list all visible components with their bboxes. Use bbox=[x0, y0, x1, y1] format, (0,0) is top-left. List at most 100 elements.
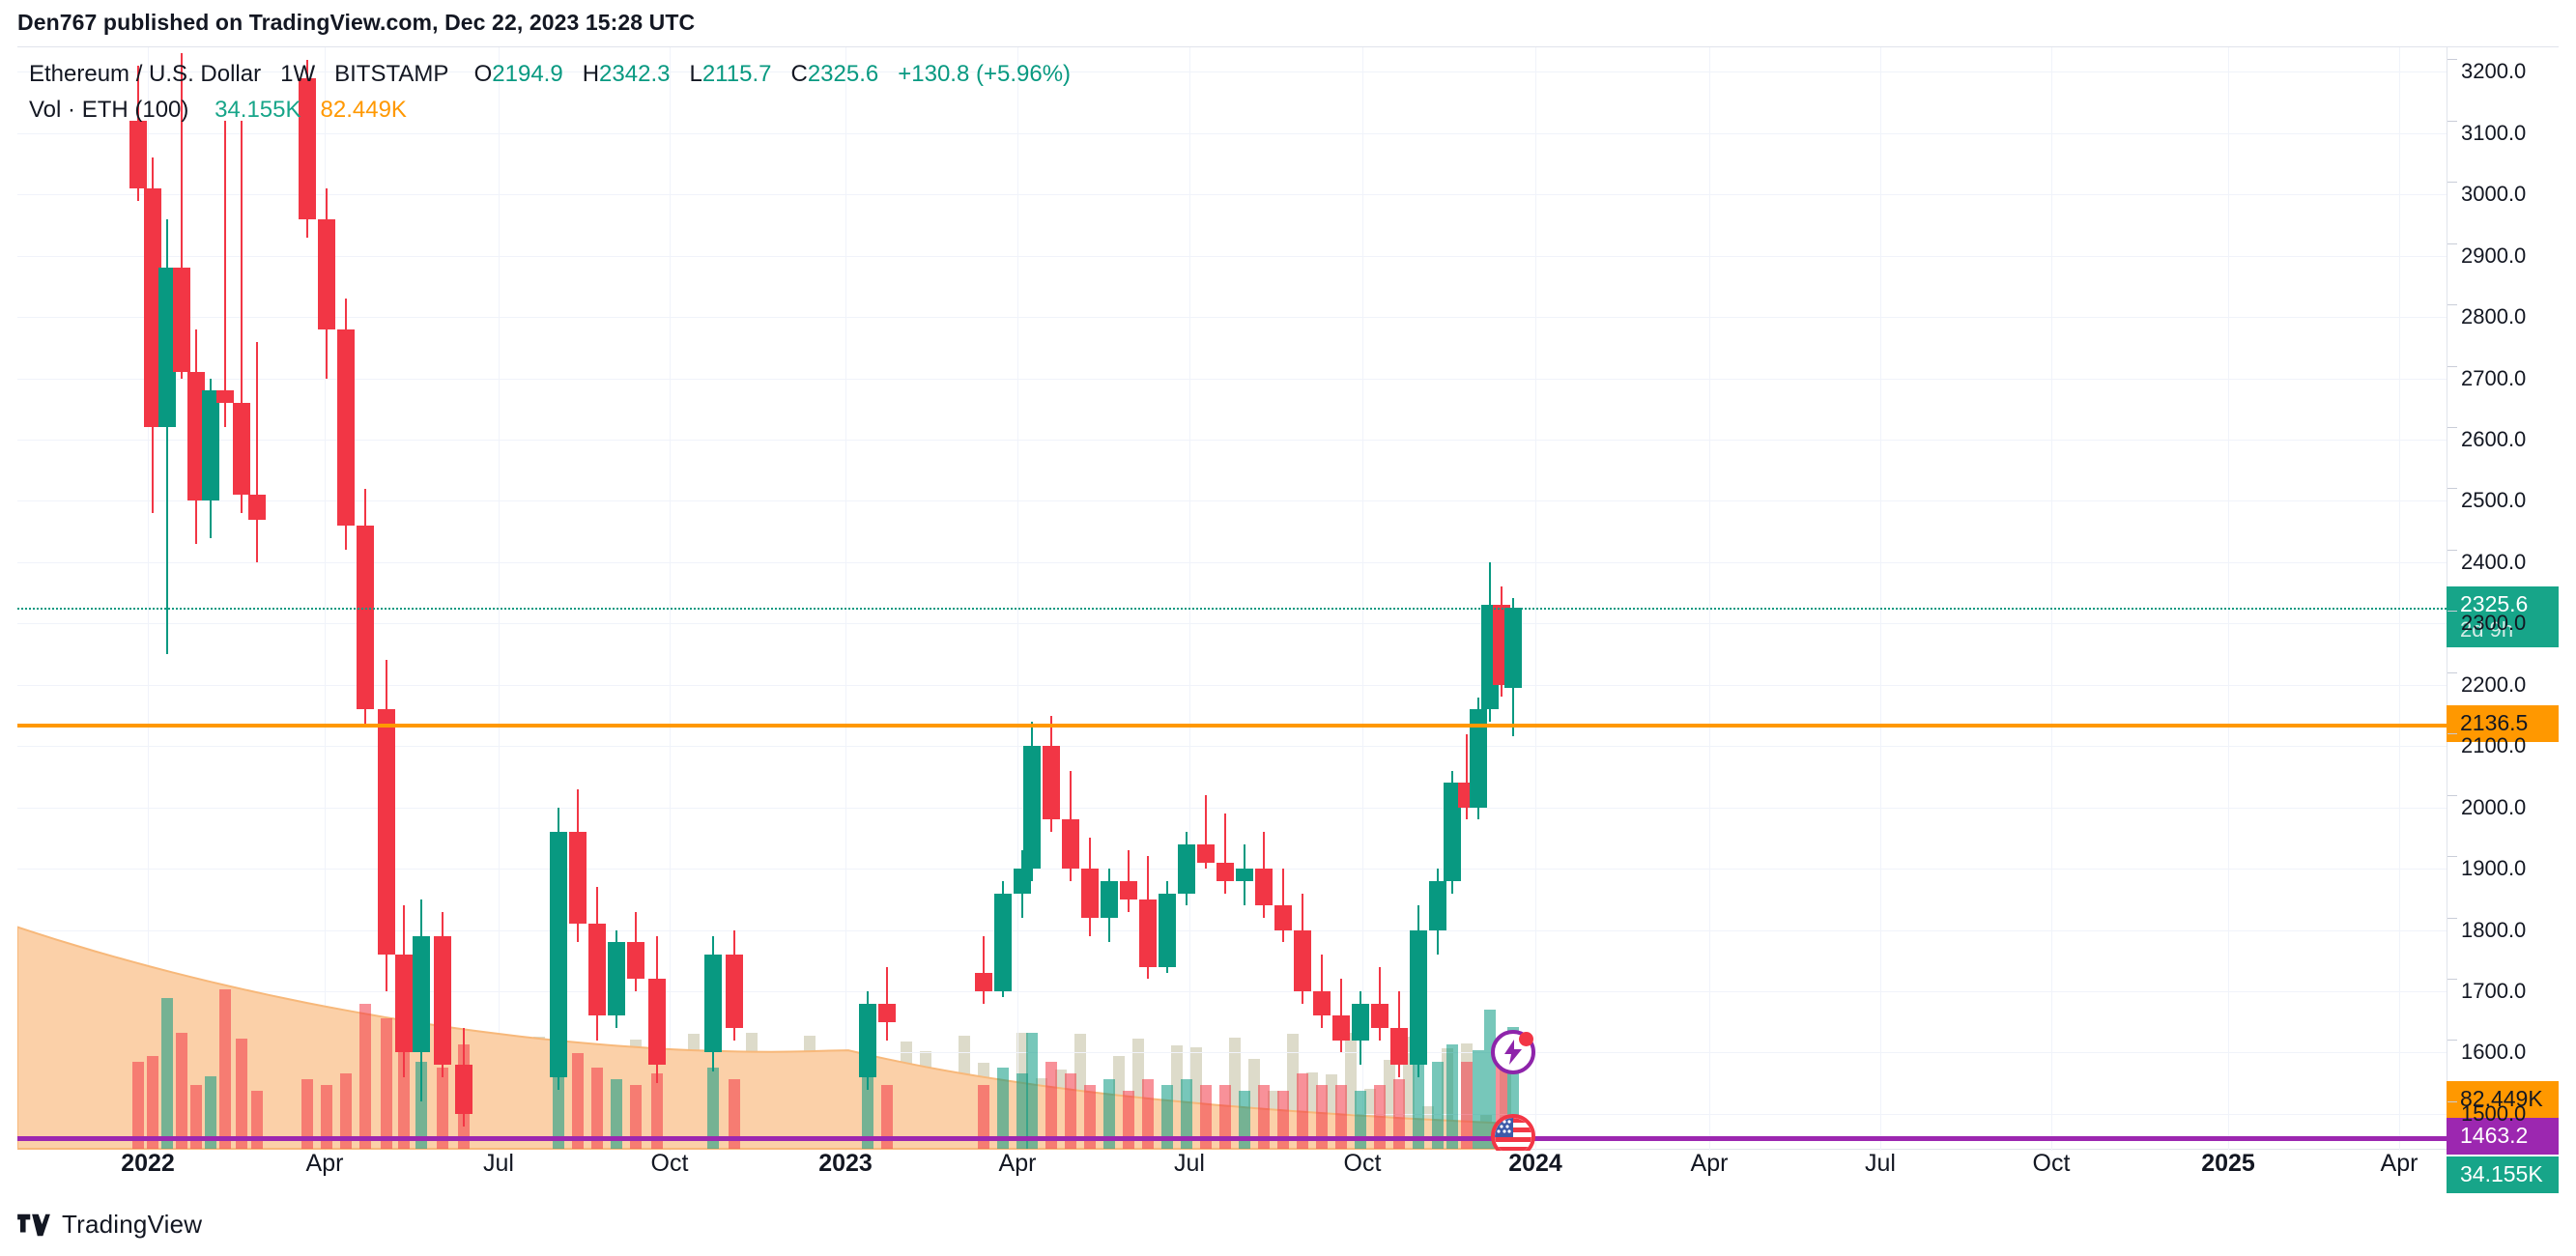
time-tick-label: Oct bbox=[1343, 1150, 1382, 1177]
price-tick-dash bbox=[2447, 979, 2457, 981]
candle-body bbox=[173, 268, 190, 373]
price-tick-dash bbox=[2447, 120, 2457, 122]
candlestick bbox=[299, 59, 316, 238]
volume-bar bbox=[1016, 1073, 1028, 1149]
volume-bar bbox=[1026, 1033, 1038, 1149]
time-tick-label: 2024 bbox=[1508, 1150, 1562, 1177]
candlestick bbox=[434, 911, 451, 1077]
legend-high-value: 2342.3 bbox=[599, 61, 671, 87]
volume-bar bbox=[978, 1085, 989, 1149]
legend-interval: 1W bbox=[280, 61, 316, 87]
price-gridline bbox=[17, 746, 2447, 748]
candle-body bbox=[187, 372, 205, 501]
price-gridline bbox=[17, 500, 2447, 502]
volume-bar bbox=[301, 1079, 313, 1149]
time-gridline bbox=[1880, 47, 1881, 1151]
candlestick bbox=[129, 66, 147, 201]
candle-wick bbox=[256, 341, 258, 562]
candlestick bbox=[1274, 869, 1292, 943]
brand-name: TradingView bbox=[62, 1210, 203, 1239]
candle-body bbox=[550, 832, 567, 1077]
candle-body bbox=[299, 77, 316, 219]
candlestick bbox=[1294, 893, 1311, 1004]
us-flag-event-icon[interactable] bbox=[1491, 1114, 1535, 1151]
lightning-bolt-glyph bbox=[1504, 1040, 1522, 1066]
price-axis[interactable]: 2325.6 2d 9h 2136.5 82.449K 1463.2 34.15… bbox=[2447, 47, 2559, 1193]
time-gridline bbox=[1017, 47, 1018, 1151]
volume-ma-badge: 34.155K bbox=[2447, 1156, 2559, 1193]
volume-bar bbox=[1084, 1085, 1096, 1149]
candle-wick bbox=[1205, 795, 1207, 870]
price-gridline bbox=[17, 317, 2447, 319]
candlestick bbox=[627, 911, 644, 992]
time-tick-label: Apr bbox=[305, 1150, 344, 1177]
legend-open-value: 2194.9 bbox=[492, 61, 563, 87]
candle-body bbox=[726, 954, 743, 1029]
time-axis[interactable]: 2022 Apr Jul Oct 2023 Apr Jul Oct 2024 Apr Jul Oct 2… bbox=[17, 1150, 2559, 1196]
time-tick-label: Apr bbox=[2380, 1150, 2419, 1177]
volume-bar bbox=[251, 1091, 263, 1149]
legend-symbol-row[interactable]: Ethereum / U.S. Dollar 1W BITSTAMP O2194… bbox=[29, 60, 1071, 89]
time-tick-label: Apr bbox=[998, 1150, 1037, 1177]
candle-body bbox=[337, 328, 355, 526]
candlestick bbox=[1014, 850, 1031, 918]
candle-body bbox=[588, 924, 606, 1016]
price-tick-dash bbox=[2447, 733, 2457, 735]
candle-body bbox=[975, 973, 992, 992]
candle-body bbox=[878, 1003, 896, 1022]
footer-brand: TradingView bbox=[17, 1210, 202, 1240]
time-gridline bbox=[2051, 47, 2052, 1151]
price-tick-label: 1800.0 bbox=[2447, 917, 2526, 943]
volume-bar bbox=[321, 1085, 332, 1149]
purple-level-badge: 1463.2 bbox=[2447, 1118, 2559, 1155]
candlestick bbox=[158, 218, 176, 655]
volume-bar bbox=[707, 1068, 719, 1149]
candle-body bbox=[1332, 1015, 1350, 1041]
time-gridline bbox=[1535, 47, 1536, 1151]
price-tick-label: 1600.0 bbox=[2447, 1040, 2526, 1065]
candle-body bbox=[1371, 1003, 1388, 1029]
candlestick bbox=[608, 929, 625, 1029]
volume-bar bbox=[1200, 1085, 1212, 1149]
volume-bar bbox=[161, 998, 173, 1149]
price-pane[interactable] bbox=[17, 47, 2447, 1151]
candlestick bbox=[1390, 991, 1408, 1077]
candlestick bbox=[395, 905, 413, 1077]
price-gridline bbox=[17, 194, 2447, 196]
candle-body bbox=[1120, 880, 1137, 899]
volume-bar bbox=[205, 1076, 216, 1149]
price-level-line[interactable] bbox=[17, 608, 2447, 611]
volume-bar bbox=[1432, 1062, 1444, 1149]
price-gridline bbox=[17, 991, 2447, 993]
candlestick bbox=[378, 660, 395, 992]
price-tick-dash bbox=[2447, 304, 2457, 306]
candlestick bbox=[1043, 715, 1060, 833]
candle-body bbox=[1139, 899, 1157, 967]
volume-bar bbox=[1335, 1085, 1347, 1149]
price-level-line[interactable] bbox=[17, 724, 2447, 728]
price-tick-label: 2200.0 bbox=[2447, 671, 2526, 698]
time-gridline bbox=[148, 47, 149, 1151]
volume-bar bbox=[1473, 1050, 1484, 1149]
candle-body bbox=[627, 942, 644, 980]
candle-body bbox=[1504, 608, 1522, 689]
volume-bar bbox=[236, 1039, 247, 1149]
time-tick-label: Oct bbox=[650, 1150, 689, 1177]
volume-bar bbox=[611, 1079, 622, 1149]
price-tick-label: 2500.0 bbox=[2447, 488, 2526, 513]
legend-volume-row[interactable]: Vol · ETH (100) 34.155K 82.449K bbox=[29, 96, 1071, 125]
candle-body bbox=[233, 402, 250, 496]
volume-bar bbox=[1355, 1091, 1366, 1149]
candlestick bbox=[1197, 795, 1215, 870]
candle-body bbox=[1410, 929, 1427, 1066]
time-tick-label: Jul bbox=[1174, 1150, 1205, 1177]
price-level-line[interactable] bbox=[17, 1136, 2447, 1142]
economic-event-flash-icon[interactable] bbox=[1491, 1030, 1535, 1075]
volume-bar bbox=[219, 989, 231, 1149]
price-tick-label: 2100.0 bbox=[2447, 733, 2526, 758]
volume-bar bbox=[1297, 1073, 1308, 1149]
price-tick-label: 2400.0 bbox=[2447, 549, 2526, 575]
volume-bar bbox=[997, 1068, 1009, 1149]
candlestick bbox=[994, 880, 1012, 998]
time-gridline bbox=[670, 47, 671, 1151]
